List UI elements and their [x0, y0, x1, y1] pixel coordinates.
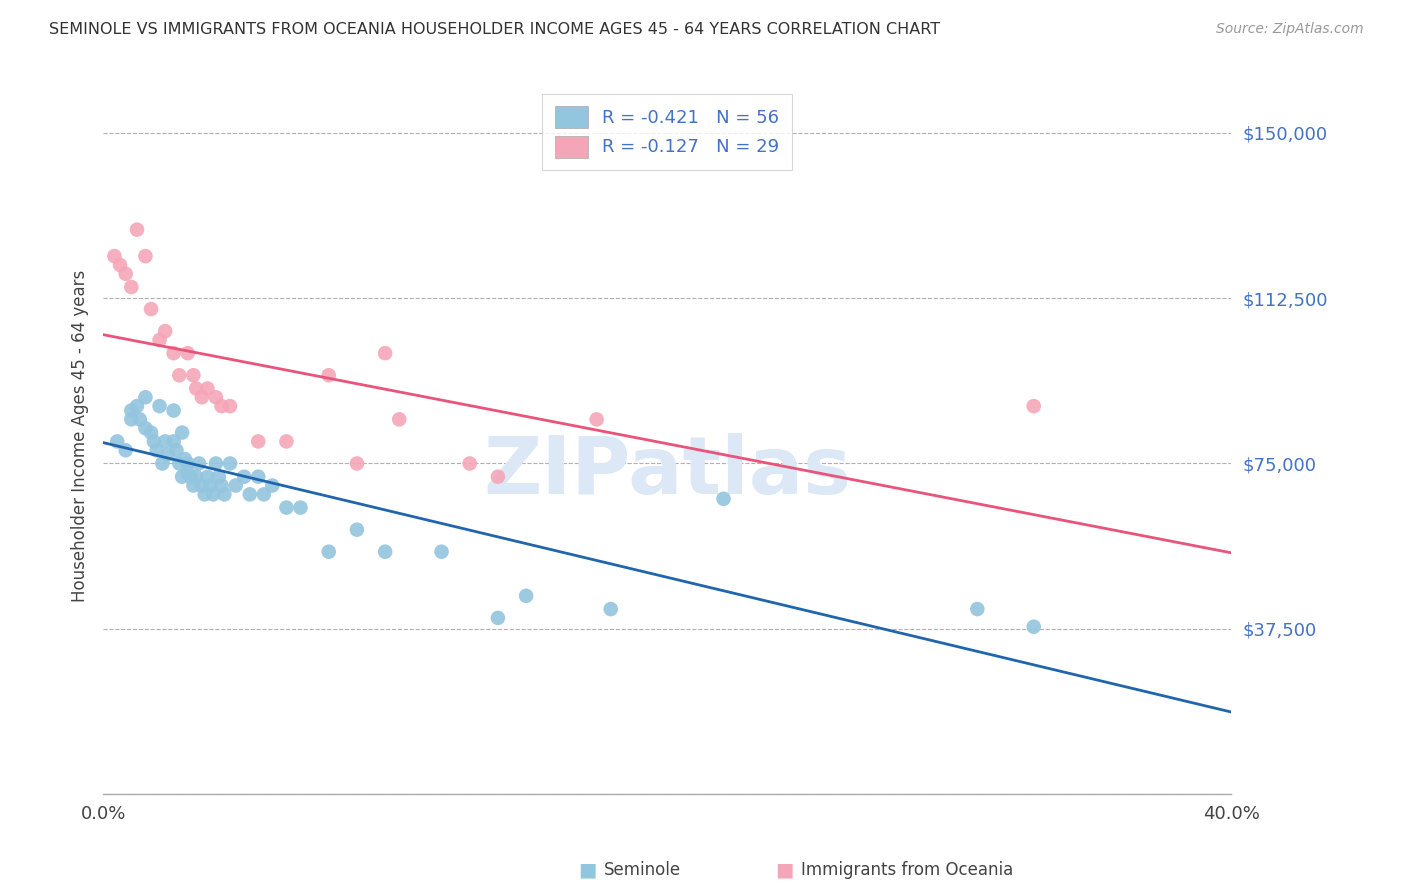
Y-axis label: Householder Income Ages 45 - 64 years: Householder Income Ages 45 - 64 years — [72, 269, 89, 602]
Point — [134, 421, 156, 435]
Point — [172, 425, 194, 440]
Point — [186, 469, 208, 483]
Text: ■: ■ — [578, 860, 596, 880]
Point — [486, 469, 509, 483]
Point — [486, 611, 509, 625]
Point — [276, 500, 298, 515]
Text: Seminole: Seminole — [603, 861, 681, 879]
Point — [169, 457, 191, 471]
Point — [162, 403, 184, 417]
Point — [148, 333, 170, 347]
Point — [183, 478, 205, 492]
Point — [318, 545, 340, 559]
Point — [153, 324, 176, 338]
Point — [225, 478, 247, 492]
Point — [108, 258, 131, 272]
Point — [214, 487, 236, 501]
Point — [188, 457, 211, 471]
Point — [262, 478, 284, 492]
Point — [197, 382, 219, 396]
Point — [458, 457, 481, 471]
Point — [183, 368, 205, 383]
Point — [125, 399, 148, 413]
Text: ZIPatlas: ZIPatlas — [484, 433, 851, 511]
Point — [290, 500, 312, 515]
Point — [219, 457, 242, 471]
Point — [276, 434, 298, 449]
Point — [219, 399, 242, 413]
Point — [139, 425, 162, 440]
Point — [177, 457, 200, 471]
Point — [194, 487, 217, 501]
Point — [966, 602, 988, 616]
Point — [205, 457, 228, 471]
Point — [1022, 399, 1045, 413]
Point — [153, 434, 176, 449]
Point — [174, 452, 197, 467]
Point — [239, 487, 262, 501]
Point — [191, 390, 214, 404]
Point — [120, 403, 142, 417]
Point — [165, 443, 187, 458]
Point — [139, 301, 162, 316]
Point — [205, 390, 228, 404]
Point — [200, 478, 222, 492]
Point — [374, 545, 396, 559]
Point — [120, 412, 142, 426]
Point — [128, 412, 150, 426]
Point — [142, 434, 165, 449]
Point — [180, 469, 202, 483]
Point — [211, 399, 233, 413]
Point — [134, 390, 156, 404]
Text: ■: ■ — [775, 860, 793, 880]
Point — [197, 469, 219, 483]
Point — [515, 589, 537, 603]
Point — [120, 280, 142, 294]
Point — [145, 443, 167, 458]
Point — [114, 267, 136, 281]
Point — [169, 368, 191, 383]
Point — [114, 443, 136, 458]
Point — [346, 457, 368, 471]
Point — [105, 434, 128, 449]
Legend: R = -0.421   N = 56, R = -0.127   N = 29: R = -0.421 N = 56, R = -0.127 N = 29 — [543, 94, 792, 170]
Point — [233, 469, 256, 483]
Point — [346, 523, 368, 537]
Point — [211, 478, 233, 492]
Text: Immigrants from Oceania: Immigrants from Oceania — [800, 861, 1012, 879]
Point — [156, 448, 179, 462]
Point — [125, 222, 148, 236]
Point — [599, 602, 621, 616]
Text: SEMINOLE VS IMMIGRANTS FROM OCEANIA HOUSEHOLDER INCOME AGES 45 - 64 YEARS CORREL: SEMINOLE VS IMMIGRANTS FROM OCEANIA HOUS… — [49, 22, 941, 37]
Point — [374, 346, 396, 360]
Point — [134, 249, 156, 263]
Point — [177, 465, 200, 479]
Point — [172, 469, 194, 483]
Point — [208, 469, 231, 483]
Point — [177, 346, 200, 360]
Point — [162, 434, 184, 449]
Point — [430, 545, 453, 559]
Point — [148, 399, 170, 413]
Point — [1022, 620, 1045, 634]
Point — [585, 412, 607, 426]
Point — [103, 249, 125, 263]
Point — [186, 382, 208, 396]
Point — [162, 346, 184, 360]
Point — [247, 469, 270, 483]
Text: Source: ZipAtlas.com: Source: ZipAtlas.com — [1216, 22, 1364, 37]
Point — [150, 457, 173, 471]
Point — [202, 487, 225, 501]
Point — [388, 412, 411, 426]
Point — [191, 478, 214, 492]
Point — [318, 368, 340, 383]
Point — [247, 434, 270, 449]
Point — [713, 491, 735, 506]
Point — [253, 487, 276, 501]
